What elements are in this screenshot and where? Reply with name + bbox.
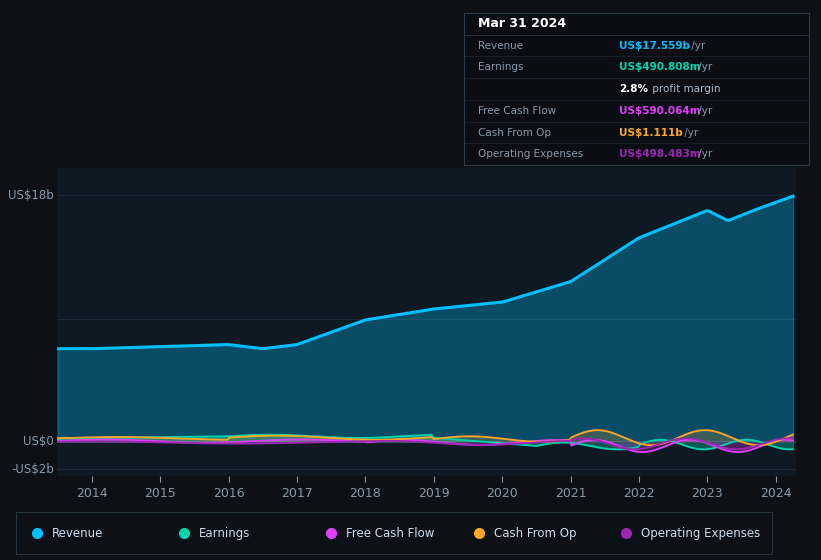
- Text: 2.8%: 2.8%: [619, 84, 648, 94]
- Text: Mar 31 2024: Mar 31 2024: [478, 17, 566, 30]
- Text: Revenue: Revenue: [52, 527, 103, 540]
- Text: /yr: /yr: [695, 106, 712, 116]
- Text: /yr: /yr: [695, 62, 712, 72]
- Text: US$1.111b: US$1.111b: [619, 128, 683, 138]
- Text: Earnings: Earnings: [200, 527, 250, 540]
- Text: /yr: /yr: [681, 128, 699, 138]
- Text: US$590.064m: US$590.064m: [619, 106, 700, 116]
- Text: Free Cash Flow: Free Cash Flow: [478, 106, 556, 116]
- Text: US$0: US$0: [23, 435, 54, 448]
- Text: Earnings: Earnings: [478, 62, 523, 72]
- Text: -US$2b: -US$2b: [11, 463, 54, 475]
- Text: Revenue: Revenue: [478, 40, 523, 50]
- Text: US$490.808m: US$490.808m: [619, 62, 700, 72]
- Text: US$498.483m: US$498.483m: [619, 150, 701, 160]
- Text: US$18b: US$18b: [8, 189, 54, 202]
- Text: /yr: /yr: [688, 40, 705, 50]
- Text: Cash From Op: Cash From Op: [493, 527, 576, 540]
- Text: Operating Expenses: Operating Expenses: [641, 527, 760, 540]
- Text: profit margin: profit margin: [649, 84, 721, 94]
- Text: Operating Expenses: Operating Expenses: [478, 150, 583, 160]
- Text: Cash From Op: Cash From Op: [478, 128, 551, 138]
- Text: /yr: /yr: [695, 150, 712, 160]
- Text: US$17.559b: US$17.559b: [619, 40, 690, 50]
- Text: Free Cash Flow: Free Cash Flow: [346, 527, 435, 540]
